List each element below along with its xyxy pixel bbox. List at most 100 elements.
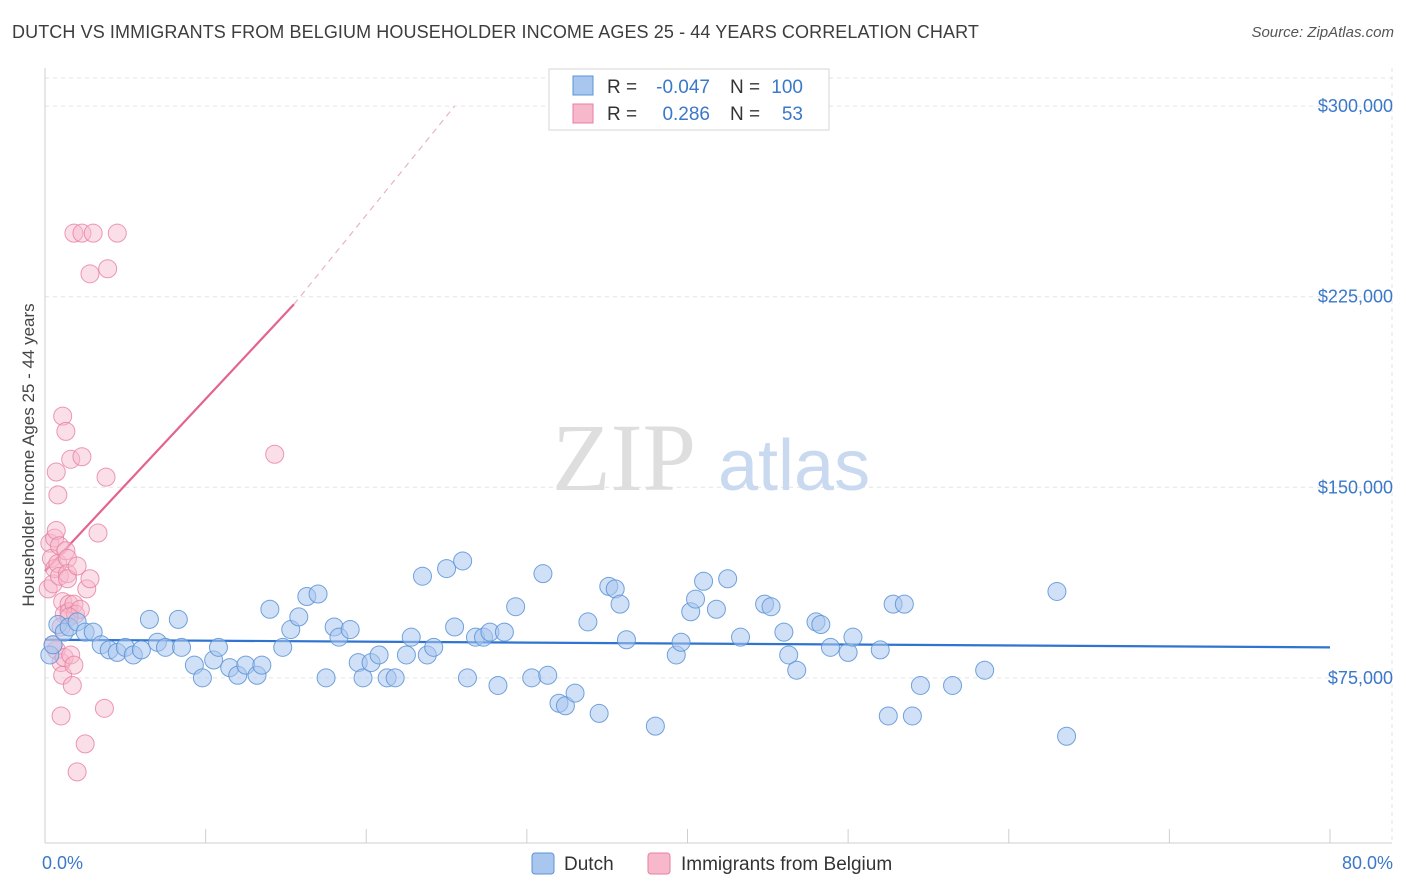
dutch-point	[538, 665, 558, 685]
y-tick-label: $300,000	[1318, 96, 1393, 116]
belgium-point	[67, 556, 87, 576]
y-tick-label: $150,000	[1318, 477, 1393, 497]
belgium-trend-extension	[293, 105, 456, 305]
belgium-point	[46, 520, 66, 540]
belgium-point	[67, 762, 87, 782]
dutch-point	[453, 551, 473, 571]
dutch-point	[316, 668, 336, 688]
belgium-point	[98, 259, 118, 279]
belgium-point	[77, 579, 97, 599]
bottom-legend: Dutch Immigrants from Belgium	[531, 852, 892, 875]
legend-swatch-dutch	[572, 75, 594, 96]
dutch-point	[761, 597, 781, 617]
belgium-point	[57, 564, 77, 584]
belgium-point	[51, 706, 71, 726]
dutch-point	[208, 637, 228, 657]
belgium-point	[96, 467, 116, 487]
dutch-point	[139, 609, 159, 629]
dutch-point	[401, 627, 421, 647]
dutch-points	[40, 551, 1077, 746]
dutch-point	[565, 683, 585, 703]
belgium-point	[56, 421, 76, 441]
dutch-point	[289, 607, 309, 627]
dutch-point	[894, 594, 914, 614]
dutch-point	[718, 569, 738, 589]
dutch-point	[506, 597, 526, 617]
legend-box: R = -0.047 N = 100 R = 0.286 N = 53	[548, 68, 830, 131]
dutch-point	[843, 627, 863, 647]
belgium-point	[72, 447, 92, 467]
legend-n-value-dutch: 100	[771, 77, 803, 98]
y-tick-label: $225,000	[1318, 287, 1393, 307]
dutch-point	[975, 660, 995, 680]
watermark-zip: ZIP	[552, 404, 696, 511]
dutch-point	[168, 609, 188, 629]
dutch-point	[445, 617, 465, 637]
legend-r-label-belgium: R =	[607, 104, 637, 125]
dutch-point	[494, 622, 514, 642]
belgium-point	[57, 569, 77, 589]
dutch-point	[308, 584, 328, 604]
belgium-point	[48, 485, 68, 505]
dutch-point	[820, 637, 840, 657]
dutch-point	[870, 640, 890, 660]
belgium-point	[94, 698, 114, 718]
bottom-legend-dutch: Dutch	[564, 854, 614, 875]
dutch-point	[437, 559, 457, 579]
chart-title: DUTCH VS IMMIGRANTS FROM BELGIUM HOUSEHO…	[12, 22, 979, 42]
dutch-point	[369, 645, 389, 665]
dutch-point	[694, 571, 714, 591]
source-credit: Source: ZipAtlas.com	[1251, 24, 1394, 41]
dutch-point	[457, 668, 477, 688]
dutch-point	[902, 706, 922, 726]
dutch-point	[645, 716, 665, 736]
belgium-point	[61, 449, 81, 469]
belgium-point	[64, 223, 84, 243]
belgium-point	[49, 566, 69, 586]
axes	[44, 68, 1392, 844]
watermark-atlas: atlas	[718, 426, 870, 506]
dutch-point	[1057, 726, 1077, 746]
dutch-point	[412, 566, 432, 586]
legend-n-label-dutch: N =	[730, 77, 760, 98]
dutch-point	[616, 630, 636, 650]
x-tick-label: 80.0%	[1342, 853, 1393, 873]
belgium-point	[72, 223, 92, 243]
dutch-point	[385, 668, 405, 688]
dutch-point	[811, 614, 831, 634]
dutch-point	[252, 655, 272, 675]
dutch-point	[555, 696, 575, 716]
dutch-point	[192, 668, 212, 688]
dutch-point	[1047, 581, 1067, 601]
legend-n-value-belgium: 53	[782, 104, 803, 125]
dutch-point	[589, 703, 609, 723]
bottom-legend-belgium: Immigrants from Belgium	[681, 854, 892, 875]
belgium-point	[53, 406, 73, 426]
legend-r-value-dutch: -0.047	[656, 77, 710, 98]
belgium-point	[80, 264, 100, 284]
belgium-point	[64, 655, 84, 675]
dutch-point	[353, 668, 373, 688]
belgium-point	[46, 462, 66, 482]
belgium-point	[107, 223, 127, 243]
dutch-point	[396, 645, 416, 665]
dutch-point	[273, 637, 293, 657]
belgium-point	[61, 645, 81, 665]
y-tick-label: $75,000	[1328, 668, 1393, 688]
dutch-point	[43, 635, 63, 655]
gridlines	[45, 68, 1393, 843]
belgium-point	[62, 675, 82, 695]
dutch-point	[671, 632, 691, 652]
belgium-point	[265, 444, 285, 464]
dutch-point	[706, 599, 726, 619]
dutch-point	[155, 637, 175, 657]
dutch-point	[731, 627, 751, 647]
legend-r-value-belgium: 0.286	[662, 104, 710, 125]
dutch-point	[424, 637, 444, 657]
y-axis-label: Householder Income Ages 25 - 44 years	[19, 303, 38, 606]
belgium-point	[56, 541, 76, 561]
legend-n-label-belgium: N =	[730, 104, 760, 125]
dutch-point	[878, 706, 898, 726]
dutch-point	[779, 645, 799, 665]
dutch-point	[488, 675, 508, 695]
